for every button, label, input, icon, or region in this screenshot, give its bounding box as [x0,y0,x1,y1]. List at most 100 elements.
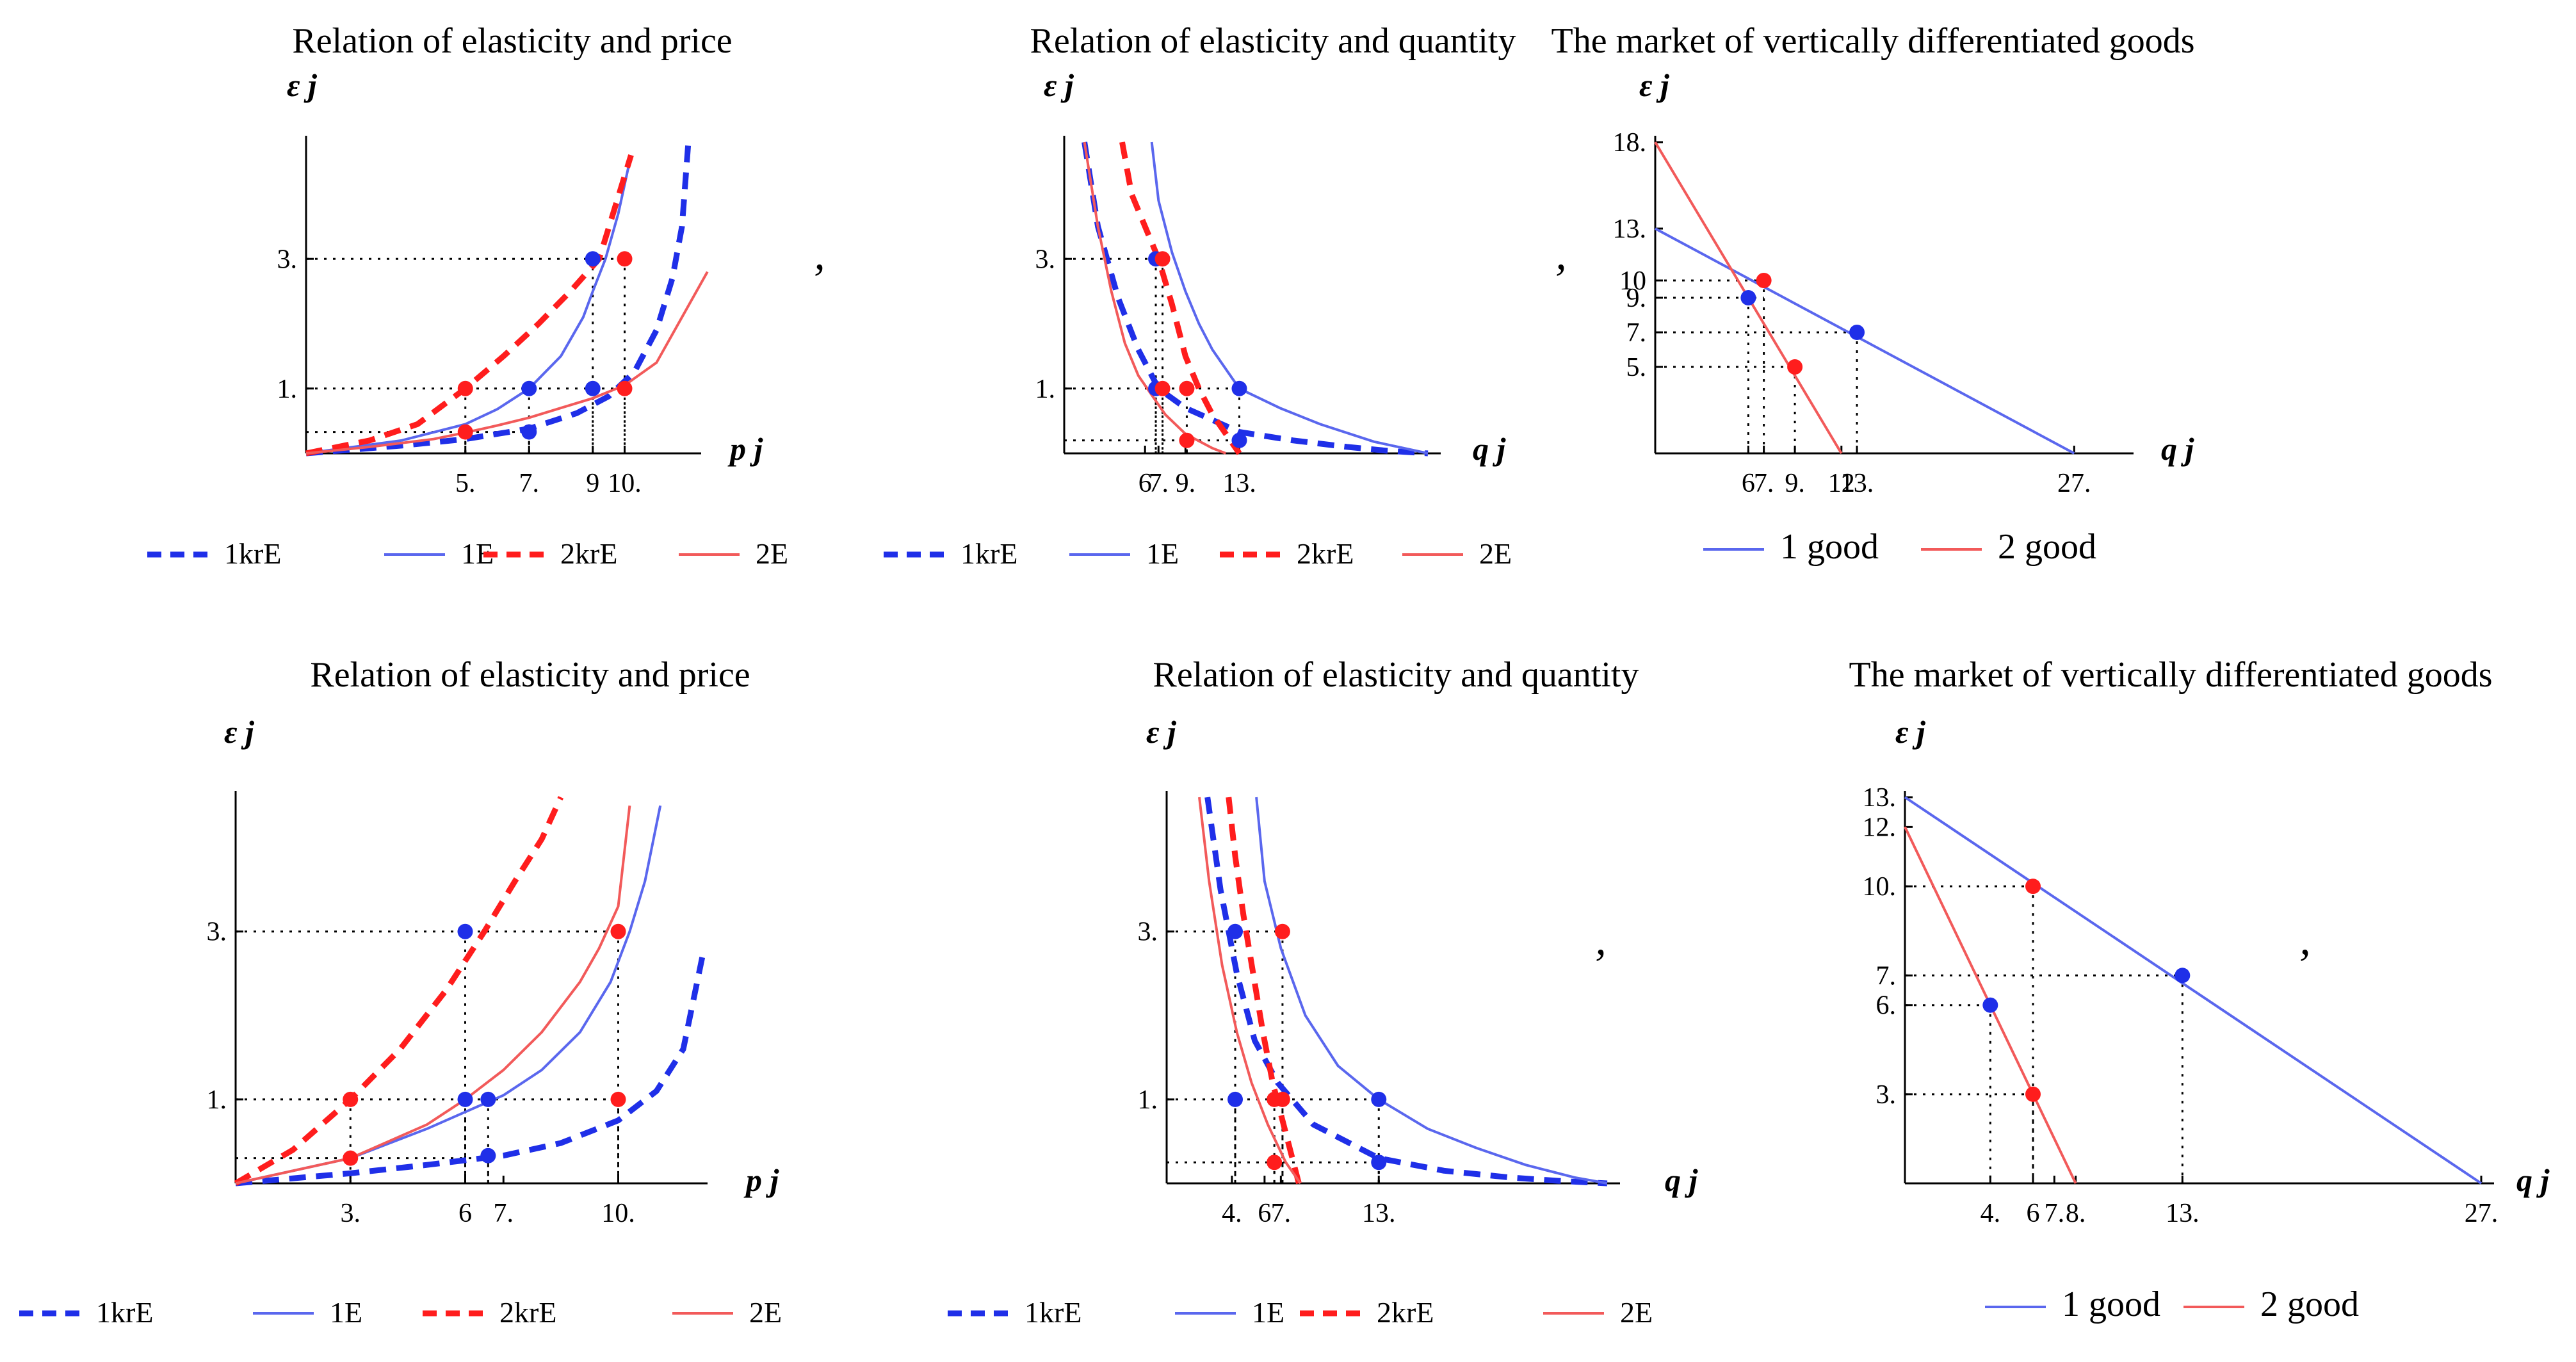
legend-label: 2 good [2260,1285,2359,1324]
x-tick-label: 13. [2166,1199,2199,1228]
data-point [457,424,473,440]
y-axis-label: ε j [1146,714,1177,750]
data-point [343,1150,359,1166]
chart-panel-1: Relation of elasticity and price ε j p j 1.… [147,21,788,570]
x-tick-label: 9 [586,469,599,498]
chart-title: The market of vertically differentiated … [1849,655,2492,695]
data-point [610,1091,626,1107]
y-tick-label: 1. [1035,375,1056,404]
series-line-2E [1198,797,1302,1185]
y-tick-label: 5. [1626,353,1647,382]
chart-panel-5: Relation of elasticity and quantity ε j q … [948,655,1699,1329]
data-point [1267,1155,1283,1171]
y-tick-label: 3. [1138,918,1158,947]
separator-comma: , [2299,915,2311,964]
data-point [610,923,626,939]
x-axis-label: p j [727,431,764,467]
y-tick-label: 10 [1619,266,1646,296]
data-point [1274,923,1290,939]
x-tick-label: 10. [601,1199,635,1228]
data-point [457,1091,473,1107]
x-tick-label: 6 [458,1199,472,1228]
x-tick-label: 9. [1176,469,1196,498]
series-line-2E [235,805,631,1185]
x-tick-label: 9. [1785,469,1805,498]
y-tick-label: 9. [1626,284,1647,313]
chart-panel-6: The market of vertically differentiated … [1849,655,2550,1324]
separator-comma: , [1595,915,1607,964]
data-point [343,1091,359,1107]
data-point [1231,380,1247,396]
legend-label: 2krE [560,537,617,570]
data-point [1231,432,1247,448]
data-point [2175,968,2191,984]
chart-panel-4: Relation of elasticity and price ε j p j 1.… [19,655,782,1329]
data-point [2025,879,2041,895]
x-tick-label: 6 [1138,469,1152,498]
y-tick-label: 1. [277,375,298,404]
chart-panel-3: The market of vertically differentiated … [1551,21,2194,567]
chart-title: Relation of elasticity and quantity [1030,21,1516,61]
series-line-1E [1255,797,1608,1185]
y-tick-label: 6. [1876,991,1897,1021]
data-point [1227,923,1243,939]
legend-label: 2E [1620,1296,1653,1329]
x-tick-label: 6 [2027,1199,2040,1228]
legend-label: 1 good [1780,527,1879,567]
x-axis-label: q j [1665,1162,1699,1198]
data-point [1227,1091,1243,1107]
y-tick-label: 7. [1876,961,1897,991]
data-point [1982,997,1998,1013]
data-point [1179,432,1195,448]
series-line-2E [1083,142,1227,455]
legend-label: 2E [1479,537,1512,570]
legend-label: 1E [1252,1296,1284,1329]
series-line-1-good [1904,796,2483,1185]
series-line-2krE [234,796,563,1186]
data-point [617,251,633,267]
data-point [2025,1086,2041,1102]
legend-label: 1krE [96,1296,153,1329]
data-point [457,380,473,396]
legend-label: 1krE [960,537,1017,570]
x-tick-label: 27. [2465,1199,2499,1228]
chart-title: The market of vertically differentiated … [1551,21,2194,61]
x-tick-label: 7. [1149,469,1169,498]
x-axis-label: q j [2161,431,2195,467]
series-line-2krE [305,154,634,457]
legend-label: 2E [749,1296,782,1329]
legend-label: 1E [330,1296,362,1329]
data-point [617,380,633,396]
legend-label: 2krE [1297,537,1354,570]
x-tick-label: 13. [1840,469,1874,498]
x-tick-label: 12 [1828,469,1855,498]
legend: 1krE 1E 2krE 2E [19,1296,782,1329]
x-axis-label: p j [743,1162,780,1198]
x-tick-label: 10. [608,469,642,498]
y-axis-label: ε j [224,714,255,750]
x-tick-label: 7. [494,1199,514,1228]
y-tick-label: 1. [207,1085,227,1115]
series-line-1E [1150,142,1429,455]
series-line-1E [235,805,662,1185]
data-point [1179,380,1195,396]
x-tick-label: 4. [1981,1199,2001,1228]
y-axis-label: ε j [1639,67,1670,103]
chart-title: Relation of elasticity and price [292,21,732,61]
separator-comma: , [1555,230,1567,279]
x-tick-label: 13. [1222,469,1256,498]
y-tick-label: 1. [1138,1085,1158,1115]
x-axis-label: q j [1473,431,1507,467]
data-point [457,923,473,939]
y-tick-label: 3. [277,245,298,274]
legend-label: 2 good [1998,527,2096,567]
data-point [585,251,601,267]
y-tick-label: 3. [1035,245,1056,274]
data-point [585,380,601,396]
series-line-1krE [235,956,706,1187]
legend: 1krE 1E 2krE 2E [147,537,788,570]
series-line-1krE [305,142,692,457]
y-tick-label: 3. [1876,1080,1897,1110]
data-point [1274,1091,1290,1107]
